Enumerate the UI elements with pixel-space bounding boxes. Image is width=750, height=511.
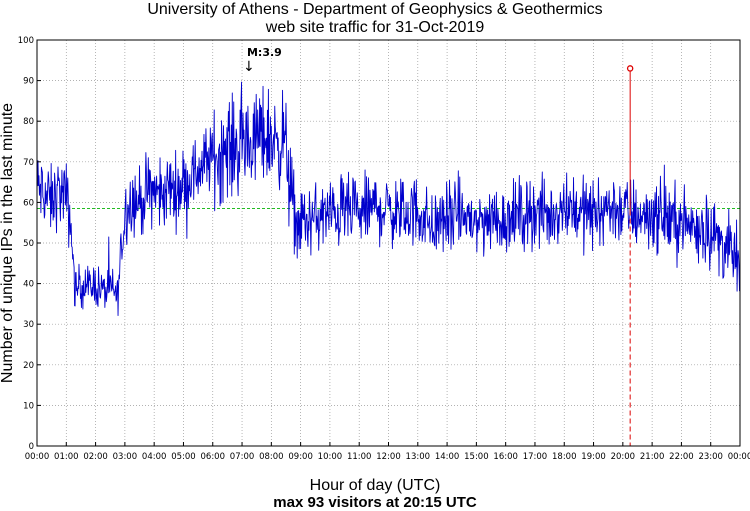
y-tick-label: 20 <box>23 361 34 371</box>
y-tick-label: 90 <box>23 77 34 87</box>
x-tick-label: 06:00 <box>201 452 226 462</box>
x-tick-label: 07:00 <box>230 452 255 462</box>
x-tick-label: 00:00 <box>25 452 50 462</box>
x-tick-label: 09:00 <box>288 452 313 462</box>
y-tick-label: 100 <box>18 36 34 46</box>
x-tick-label: 21:00 <box>640 452 665 462</box>
y-tick-label: 50 <box>23 239 34 249</box>
x-tick-label: 05:00 <box>171 452 196 462</box>
y-tick-label: 70 <box>23 158 34 168</box>
x-tick-label: 08:00 <box>259 452 284 462</box>
x-tick-label: 16:00 <box>493 452 518 462</box>
x-tick-label: 14:00 <box>435 452 460 462</box>
x-axis-ticks: 00:00 01:00 02:00 03:00 04:00 05:00 06:00 07:00… <box>25 442 750 462</box>
x-tick-label: 00:00 <box>728 452 750 462</box>
x-tick-label: 22:00 <box>669 452 694 462</box>
x-tick-label: 04:00 <box>142 452 167 462</box>
x-tick-label: 17:00 <box>523 452 548 462</box>
chart-subtitle: web site traffic for 31-Oct-2019 <box>265 19 485 36</box>
x-tick-label: 12:00 <box>376 452 401 462</box>
earthquake-arrow-icon: ↓ <box>243 59 255 75</box>
x-tick-label: 03:00 <box>113 452 138 462</box>
max-visitors-note: max 93 visitors at 20:15 UTC <box>273 494 477 511</box>
x-tick-label: 01:00 <box>54 452 79 462</box>
series-line <box>36 81 741 316</box>
x-tick-label: 20:00 <box>611 452 636 462</box>
y-tick-label: 10 <box>23 401 34 411</box>
y-tick-label: 40 <box>23 280 34 290</box>
x-axis-label: Hour of day (UTC) <box>309 477 441 494</box>
y-axis-ticks: 0 10 20 30 40 50 60 70 80 90 100 <box>18 36 41 452</box>
x-tick-label: 19:00 <box>581 452 606 462</box>
x-tick-label: 15:00 <box>464 452 489 462</box>
y-tick-label: 60 <box>23 198 34 208</box>
x-tick-label: 23:00 <box>698 452 723 462</box>
x-tick-label: 02:00 <box>83 452 108 462</box>
x-tick-label: 11:00 <box>347 452 372 462</box>
earthquake-label: M:3.9 <box>247 46 282 59</box>
y-tick-label: 0 <box>29 442 34 452</box>
y-tick-label: 80 <box>23 117 34 127</box>
max-point-marker <box>626 65 634 72</box>
grid-lines <box>37 40 740 446</box>
x-tick-label: 18:00 <box>552 452 577 462</box>
x-tick-label: 10:00 <box>318 452 343 462</box>
x-tick-label: 13:00 <box>406 452 431 462</box>
y-tick-label: 30 <box>23 320 34 330</box>
chart-title: University of Athens - Department of Geo… <box>147 1 603 18</box>
